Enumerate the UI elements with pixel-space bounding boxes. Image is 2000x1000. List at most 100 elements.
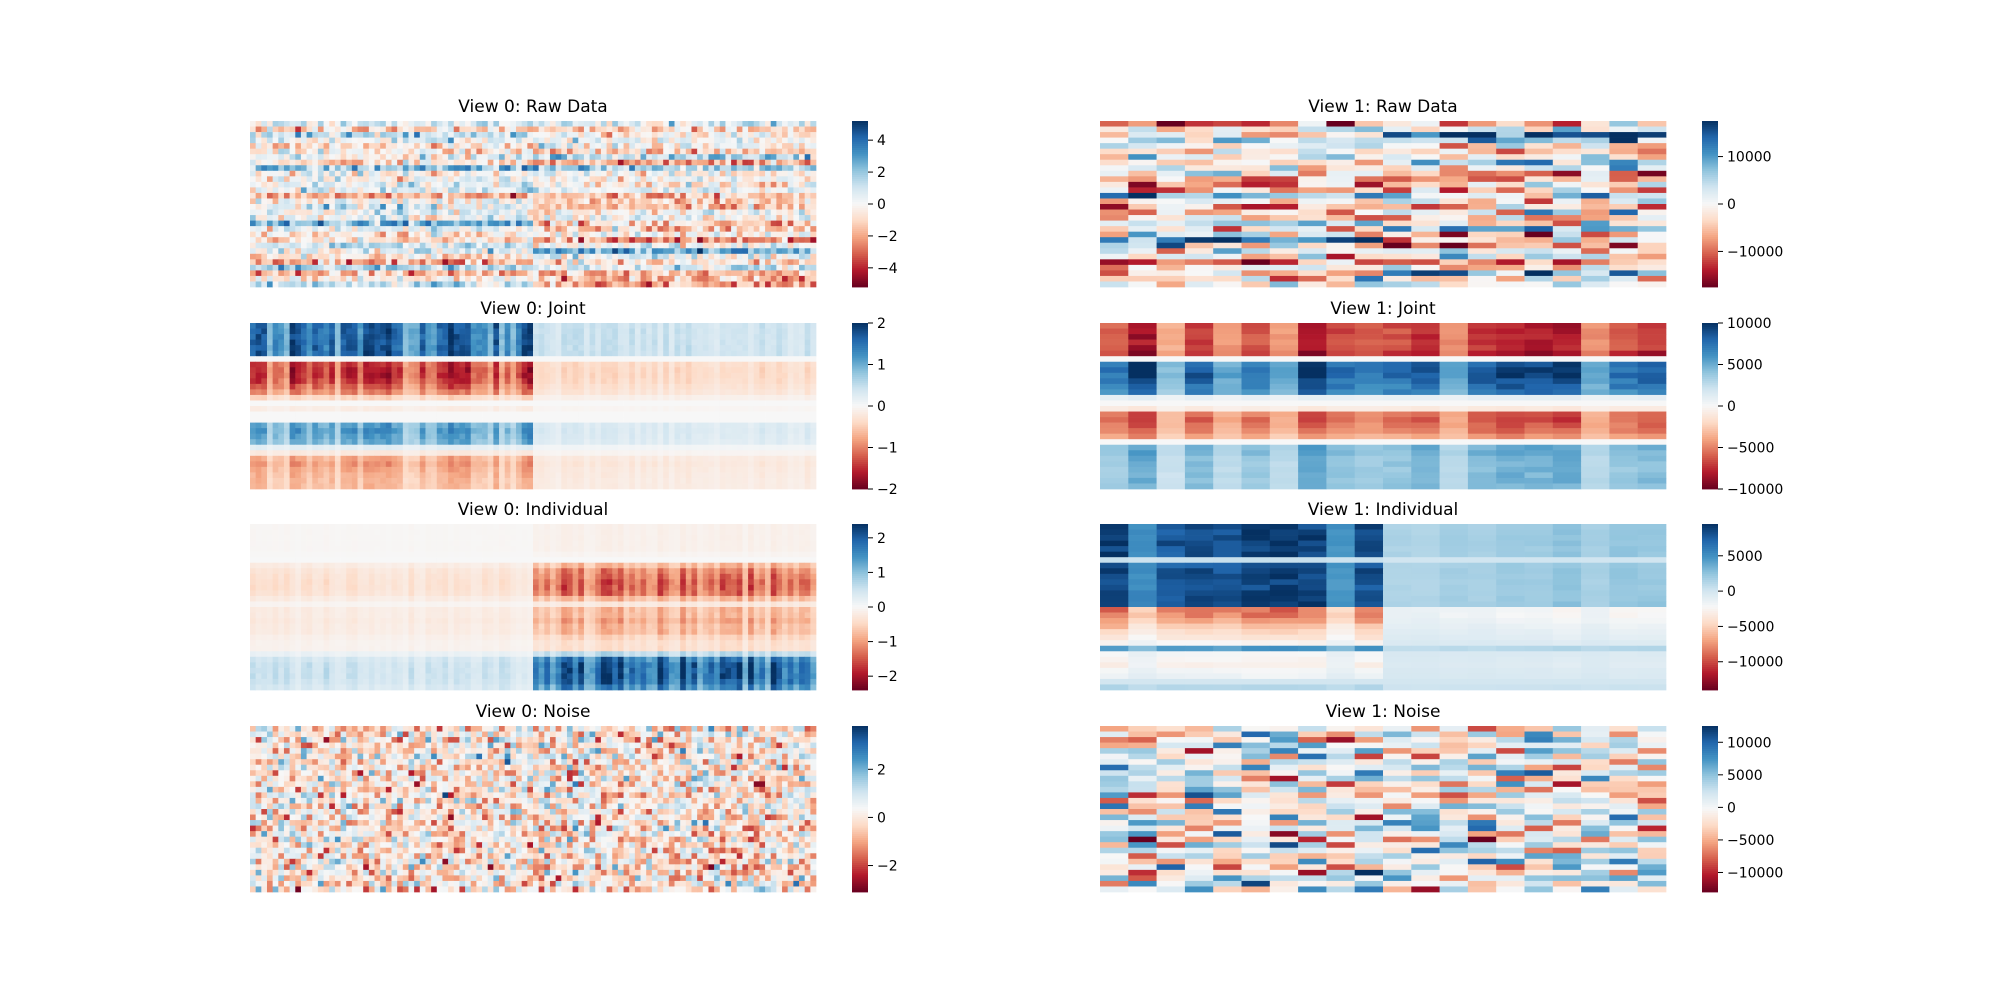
colorbar-segment <box>852 251 868 255</box>
heatmap-cell <box>651 350 658 357</box>
heatmap-cell <box>691 237 698 244</box>
heatmap-cell <box>442 328 449 335</box>
heatmap-cell <box>1326 192 1356 199</box>
heatmap-cell <box>487 154 494 161</box>
heatmap-cell <box>668 209 675 216</box>
heatmap-cell <box>261 356 268 363</box>
heatmap-cell <box>516 367 523 374</box>
heatmap-cell <box>1383 154 1412 161</box>
heatmap-cell <box>600 176 607 183</box>
heatmap-cell <box>634 137 641 144</box>
colorbar-segment <box>852 245 868 248</box>
heatmap-cell <box>691 132 698 138</box>
heatmap-cell <box>374 137 381 144</box>
heatmap-cell <box>1439 148 1469 155</box>
heatmap-cell <box>651 275 658 282</box>
heatmap-cell <box>589 143 596 150</box>
heatmap-cell <box>680 270 687 277</box>
heatmap-cell <box>300 383 307 390</box>
heatmap-cell <box>566 165 573 172</box>
heatmap-cell <box>453 181 460 188</box>
heatmap-cell <box>374 323 381 329</box>
heatmap-cell <box>759 231 766 238</box>
heatmap-cell <box>561 148 568 155</box>
heatmap-cell <box>561 226 568 233</box>
heatmap-cell <box>499 159 506 166</box>
heatmap-cell <box>261 328 268 335</box>
heatmap-cell <box>340 176 347 183</box>
heatmap-cell <box>770 121 777 127</box>
heatmap-cell <box>697 187 704 194</box>
heatmap-cell <box>674 137 681 144</box>
heatmap-cell <box>572 121 579 127</box>
heatmap-cell <box>566 204 573 210</box>
heatmap-cell <box>623 378 630 385</box>
heatmap-cell <box>1269 192 1299 199</box>
heatmap-cell <box>521 204 528 210</box>
heatmap-cell <box>312 328 319 335</box>
heatmap-cell <box>385 204 392 210</box>
heatmap-cell <box>770 170 777 177</box>
heatmap-cell <box>719 121 726 127</box>
heatmap-cell <box>759 126 766 133</box>
heatmap-cell <box>776 259 783 266</box>
heatmap-cell <box>516 361 523 368</box>
heatmap-cell <box>368 253 375 260</box>
heatmap-cell <box>651 328 658 335</box>
heatmap-cell <box>385 159 392 166</box>
heatmap-cell <box>278 350 285 357</box>
heatmap-cell <box>312 345 319 352</box>
heatmap-cell <box>1581 192 1610 199</box>
heatmap-cell <box>612 192 619 199</box>
heatmap-cell <box>799 361 806 368</box>
heatmap-cell <box>1581 165 1610 172</box>
heatmap-cell <box>1326 198 1356 205</box>
heatmap-cell <box>549 204 556 210</box>
heatmap-cell <box>799 328 806 335</box>
heatmap-cell <box>1552 215 1582 221</box>
heatmap-cell <box>510 204 517 210</box>
heatmap-cell <box>448 170 455 177</box>
heatmap-cell <box>482 339 489 346</box>
heatmap-cell <box>300 215 307 221</box>
heatmap-cell <box>680 187 687 194</box>
heatmap-cell <box>629 154 636 161</box>
heatmap-cell <box>663 137 670 144</box>
heatmap-cell <box>538 143 545 150</box>
heatmap-cell <box>255 328 262 335</box>
heatmap-cell <box>629 181 636 188</box>
heatmap-cell <box>759 281 766 288</box>
heatmap-cell <box>765 204 772 210</box>
heatmap-cell <box>612 176 619 183</box>
heatmap-cell <box>612 350 619 357</box>
heatmap-cell <box>810 170 817 177</box>
heatmap-cell <box>391 159 398 166</box>
heatmap-cell <box>685 231 692 238</box>
heatmap-cell <box>1269 264 1299 271</box>
heatmap-cell <box>804 126 811 133</box>
heatmap-cell <box>583 339 590 346</box>
heatmap-cell <box>651 137 658 144</box>
heatmap-cell <box>272 383 279 390</box>
heatmap-cell <box>261 281 268 288</box>
heatmap-cell <box>612 356 619 363</box>
heatmap-cell <box>685 372 692 379</box>
heatmap-cell <box>1326 242 1356 249</box>
heatmap-cell <box>617 372 624 379</box>
heatmap-cell <box>329 367 336 374</box>
heatmap-cell <box>634 226 641 233</box>
heatmap-cell <box>765 270 772 277</box>
heatmap-cell <box>1609 126 1639 133</box>
heatmap-cell <box>748 231 755 238</box>
heatmap-cell <box>561 270 568 277</box>
heatmap-cell <box>346 204 353 210</box>
heatmap-cell <box>617 270 624 277</box>
heatmap-cell <box>374 345 381 352</box>
heatmap-cell <box>1552 137 1582 144</box>
heatmap-cell <box>351 378 358 385</box>
colorbar-segment <box>1702 141 1718 145</box>
heatmap-cell <box>770 383 777 390</box>
heatmap-cell <box>1383 264 1412 271</box>
heatmap-cell <box>629 176 636 183</box>
heatmap-cell <box>448 248 455 255</box>
